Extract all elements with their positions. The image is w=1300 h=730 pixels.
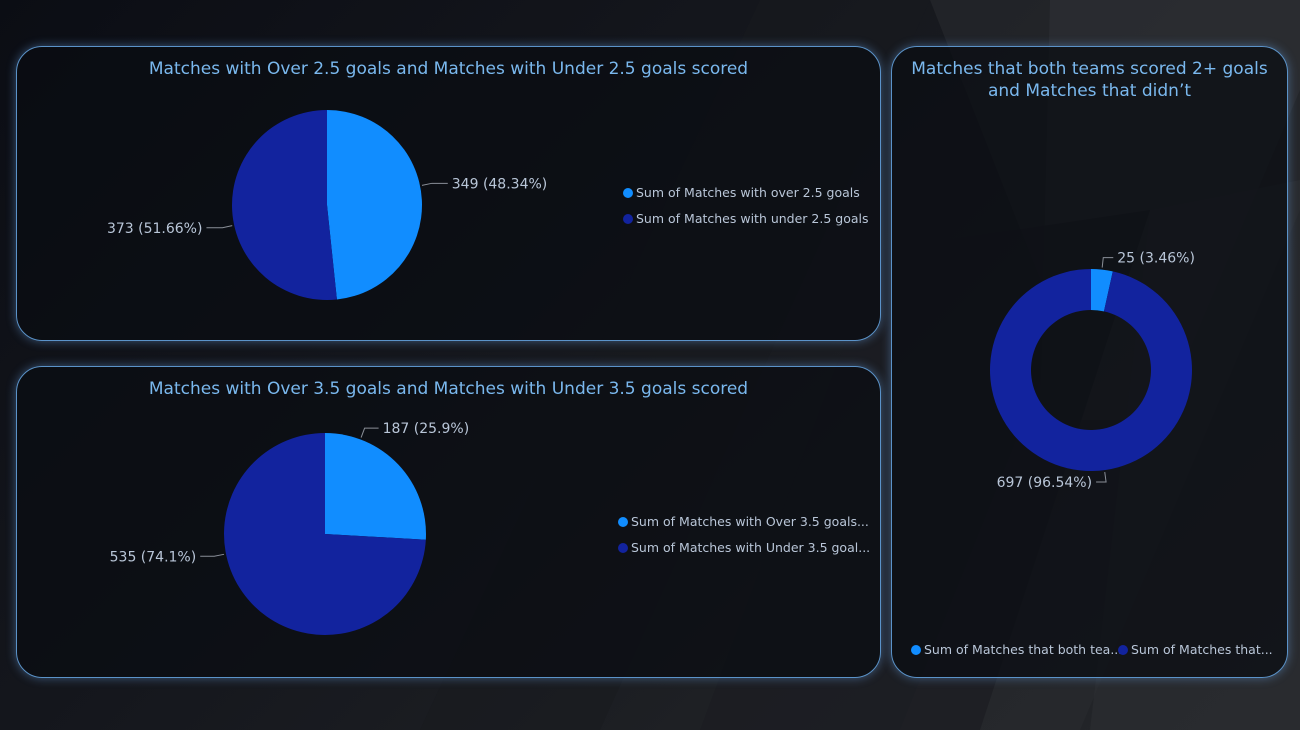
legend-item-under-3-5[interactable]: Sum of Matches with Under 3.5 goal...: [618, 540, 870, 555]
chart-title-line-2: and Matches that didn’t: [987, 81, 1192, 101]
legend-label: Sum of Matches that...: [1131, 642, 1273, 657]
legend-item-not-both-teams[interactable]: Sum of Matches that...: [1118, 642, 1273, 657]
leader-line: [421, 182, 448, 186]
legend-marker: [911, 644, 921, 655]
chart-title: Matches with Over 2.5 goals and Matches …: [148, 59, 749, 79]
leader-line: [1101, 257, 1114, 268]
legend-marker: [623, 213, 633, 224]
chart-panel-over-under-3-5: Matches with Over 3.5 goals and Matches …: [16, 366, 881, 678]
slice-secondary[interactable]: [989, 269, 1192, 471]
slice-primary[interactable]: [327, 110, 422, 300]
legend-label: Sum of Matches with Under 3.5 goal...: [631, 540, 871, 555]
slice-primary[interactable]: [1091, 269, 1113, 312]
legend-marker: [618, 516, 628, 527]
pie-chart-2-5: 349 (48.34%) 373 (51.66%): [107, 110, 547, 300]
legend-label: Sum of Matches with under 2.5 goals: [636, 211, 869, 226]
leader-line: [200, 553, 225, 557]
leader-line: [206, 225, 233, 229]
leader-line: [1096, 472, 1107, 483]
leader-line: [360, 427, 379, 438]
slice-secondary[interactable]: [231, 110, 337, 300]
legend-marker: [618, 542, 628, 553]
data-label: 349 (48.34%): [452, 176, 547, 192]
data-label: 373 (51.66%): [107, 221, 202, 237]
legend-item-both-teams[interactable]: Sum of Matches that both tea...: [911, 642, 1122, 657]
legend-label: Sum of Matches with over 2.5 goals: [636, 185, 860, 200]
data-label: 535 (74.1%): [110, 549, 197, 565]
legend-item-under-2-5[interactable]: Sum of Matches with under 2.5 goals: [623, 211, 869, 226]
chart-panel-over-under-2-5: Matches with Over 2.5 goals and Matches …: [16, 46, 881, 341]
chart-title: Matches with Over 3.5 goals and Matches …: [148, 379, 749, 399]
legend-item-over-3-5[interactable]: Sum of Matches with Over 3.5 goals...: [618, 514, 869, 529]
data-label: 25 (3.46%): [1117, 251, 1195, 267]
data-label: 187 (25.9%): [383, 421, 470, 437]
donut-chart-both-teams: 25 (3.46%) 697 (96.54%): [989, 251, 1195, 491]
legend-item-over-2-5[interactable]: Sum of Matches with over 2.5 goals: [623, 185, 860, 200]
slice-primary[interactable]: [325, 433, 426, 540]
chart-panel-both-teams-2-plus: Matches that both teams scored 2+ goals …: [891, 46, 1288, 678]
legend-marker: [1118, 644, 1128, 655]
pie-chart-3-5: 187 (25.9%) 535 (74.1%): [110, 421, 470, 635]
legend-label: Sum of Matches with Over 3.5 goals...: [631, 514, 869, 529]
data-label: 697 (96.54%): [997, 475, 1092, 491]
legend-marker: [623, 187, 633, 198]
chart-title-line-1: Matches that both teams scored 2+ goals: [911, 59, 1268, 79]
slice-secondary[interactable]: [223, 433, 426, 635]
legend-label: Sum of Matches that both tea...: [924, 642, 1123, 657]
